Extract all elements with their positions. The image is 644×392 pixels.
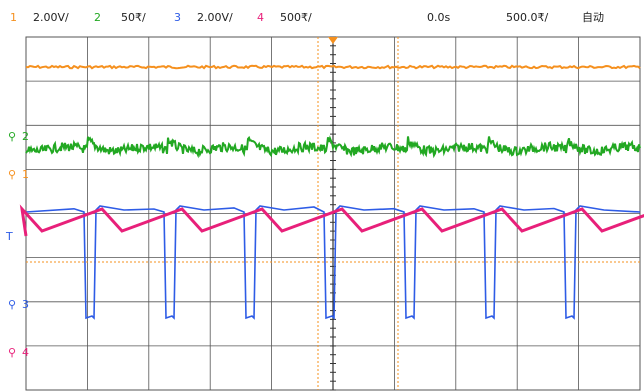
ch2-marker-glyph: ⚲: [8, 130, 16, 143]
trigger-level-marker[interactable]: T: [5, 230, 13, 243]
ch2-number[interactable]: 2: [94, 11, 101, 24]
scope-status-bar: 1 2.00V/ 2 50₹/ 3 2.00V/ 4 500₹/ 0.0s 50…: [0, 0, 644, 36]
cursor-lines: [26, 37, 640, 390]
ch1-level-marker[interactable]: ⚲ 1: [8, 168, 29, 181]
ch4-scale[interactable]: 500₹/: [280, 11, 312, 24]
ch1-scale[interactable]: 2.00V/: [33, 11, 69, 24]
ch3-number[interactable]: 3: [174, 11, 181, 24]
ch4-number[interactable]: 4: [257, 11, 264, 24]
ch4-marker-glyph: ⚲: [8, 346, 16, 359]
ch3-marker-glyph: ⚲: [8, 298, 16, 311]
ch4-marker-label: 4: [22, 346, 29, 359]
time-scale[interactable]: 500.0₹/: [506, 11, 549, 24]
ch1-trace: [25, 64, 641, 70]
ch2-level-marker[interactable]: ⚲ 2: [8, 130, 29, 143]
ch4-trace: [19, 204, 644, 237]
trigger-marker-label: T: [5, 230, 13, 243]
trigger-position-marker[interactable]: [328, 37, 338, 44]
ch3-level-marker[interactable]: ⚲ 3: [8, 298, 29, 311]
ch2-marker-label: 2: [22, 130, 29, 143]
ch2-scale[interactable]: 50₹/: [121, 11, 146, 24]
ch4-level-marker[interactable]: ⚲ 4: [8, 346, 29, 359]
ch3-scale[interactable]: 2.00V/: [197, 11, 233, 24]
ch2-trace: [25, 135, 641, 159]
ch1-marker-glyph: ⚲: [8, 168, 16, 181]
time-offset[interactable]: 0.0s: [427, 11, 451, 24]
ch3-marker-label: 3: [22, 298, 29, 311]
ch3-trace: [25, 205, 641, 320]
trigger-mode[interactable]: 自动: [582, 11, 604, 24]
ch1-number[interactable]: 1: [10, 11, 17, 24]
ch1-marker-label: 1: [22, 168, 29, 181]
